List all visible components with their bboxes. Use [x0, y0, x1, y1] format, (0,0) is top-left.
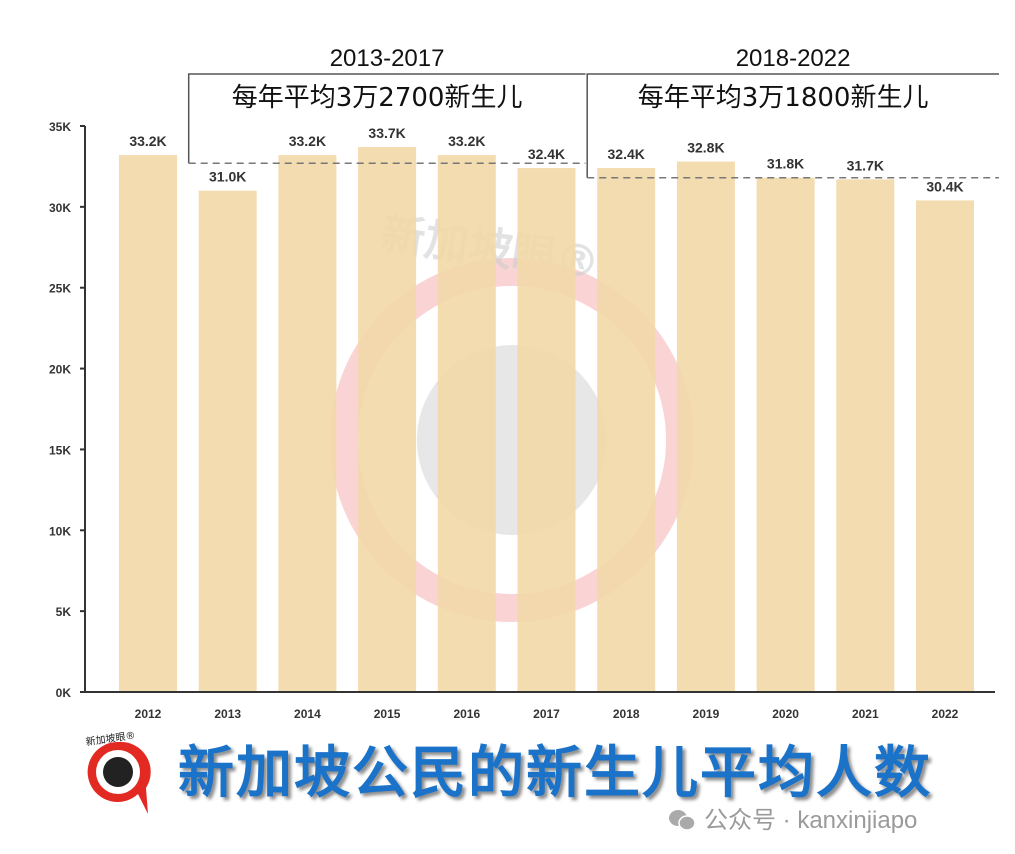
y-tick-label: 20K	[49, 363, 71, 377]
data-label: 33.2K	[129, 133, 166, 149]
annotation-bracket	[187, 73, 586, 164]
annotation-period: 2013-2017	[330, 45, 445, 72]
data-label: 31.0K	[209, 169, 246, 185]
source-text: 公众号 · kanxinjiapo	[704, 807, 918, 834]
annotation-text: 每年平均3万2700新生儿	[232, 83, 523, 113]
x-tick-label: 2013	[214, 707, 241, 721]
x-tick-label: 2012	[135, 707, 162, 721]
bar-2013	[198, 190, 257, 692]
x-tick-label: 2017	[533, 707, 560, 721]
x-tick-label: 2016	[453, 707, 480, 721]
bar-2022	[916, 200, 974, 693]
x-tick-label: 2021	[852, 707, 879, 721]
annotation-bracket	[586, 73, 999, 178]
data-label: 33.7K	[368, 125, 405, 141]
logo: 新加坡眼®	[85, 728, 151, 814]
bar-2012	[119, 155, 177, 692]
x-tick-label: 2020	[772, 707, 799, 721]
bar-2021	[836, 179, 895, 692]
bar-2015	[358, 147, 417, 693]
chart-title: 新加坡公民的新生儿平均人数	[178, 741, 932, 806]
wechat-icon	[669, 810, 696, 831]
data-label: 31.8K	[767, 156, 804, 172]
y-tick-label: 5K	[56, 605, 72, 619]
x-tick-label: 2019	[693, 707, 720, 721]
x-tick-label: 2015	[374, 707, 401, 721]
data-label: 33.2K	[448, 133, 485, 149]
bar-2020	[756, 177, 815, 693]
bar-2018	[597, 168, 656, 692]
x-tick-label: 2022	[932, 707, 959, 721]
source-credit: 公众号 · kanxinjiapo	[668, 800, 917, 835]
data-label: 32.4K	[608, 146, 645, 162]
data-label: 31.7K	[847, 157, 884, 173]
data-label: 32.8K	[687, 140, 724, 156]
data-label: 33.2K	[289, 133, 326, 149]
bar-chart: 新加坡眼®33.2K201231.0K201333.2K201433.7K201…	[49, 45, 999, 721]
y-tick-label: 30K	[49, 201, 71, 215]
y-tick-label: 15K	[49, 443, 71, 457]
bar-2014	[278, 155, 337, 692]
y-tick-label: 25K	[49, 282, 71, 296]
data-label: 32.4K	[528, 146, 565, 162]
bar-2016	[437, 155, 496, 692]
y-tick-label: 0K	[56, 686, 72, 700]
y-tick-label: 10K	[49, 524, 71, 538]
bar-2019	[676, 161, 735, 692]
bar-2017	[517, 168, 576, 692]
data-label: 30.4K	[926, 178, 963, 194]
x-tick-label: 2018	[613, 707, 640, 721]
y-tick-label: 35K	[49, 120, 71, 134]
x-tick-label: 2014	[294, 707, 321, 721]
annotation-period: 2018-2022	[736, 45, 851, 72]
annotation-text: 每年平均3万1800新生儿	[638, 83, 929, 113]
